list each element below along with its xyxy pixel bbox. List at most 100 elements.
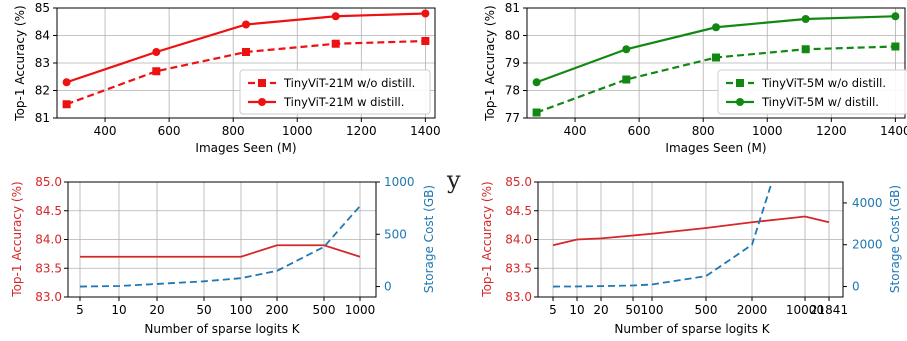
p1-xtick-label: 600 xyxy=(628,124,651,138)
p1-series-0-point xyxy=(712,53,720,62)
p2-ytick-right-label: 1000 xyxy=(384,175,415,189)
p1-series-1-point xyxy=(712,23,720,32)
p2-ytick-right-label: 0 xyxy=(384,280,392,294)
p2-xtick-label: 100 xyxy=(230,303,253,317)
p0-xlabel: Images Seen (M) xyxy=(195,141,296,155)
p1-series-1-point xyxy=(801,15,810,23)
p1-xtick-label: 1400 xyxy=(880,124,907,138)
p1-ytick-label: 80 xyxy=(505,29,520,43)
p3-ytick-left-label: 83.5 xyxy=(505,261,532,275)
p1-legend: TinyViT-5M w/o distill. TinyViT-5M w/ dis… xyxy=(717,69,907,115)
p2-xtick-label: 200 xyxy=(266,303,289,317)
p0-xtick-label: 1000 xyxy=(282,124,313,138)
p1-ylabel: Top-1 Accuracy (%) xyxy=(483,5,497,121)
p2-ytick-left-label: 84.0 xyxy=(35,233,62,247)
p3-series xyxy=(552,182,830,288)
p0-series-0-point xyxy=(152,67,161,76)
p1-xlabel: Images Seen (M) xyxy=(665,141,766,155)
p1-ytick-label: 78 xyxy=(505,84,520,98)
p2-xtick-label: 20 xyxy=(149,303,164,317)
p2-xlabel: Number of sparse logits K xyxy=(144,322,300,336)
p0-legend: TinyViT-21M w/o distill. TinyViT-21M w di… xyxy=(239,69,431,115)
panel-sparse-logits-21k-small: 5 10 20 50 100 200 500 1000 83.0 83.5 84.0 84.5 85.… xyxy=(10,175,436,336)
p1-legend-marker-0 xyxy=(736,79,744,87)
p1-legend-label-0: TinyViT-5M w/o distill. xyxy=(761,76,886,90)
p1-ytick-label: 77 xyxy=(505,111,520,125)
p1-series-0-point xyxy=(891,42,900,51)
p0-ytick-label: 85 xyxy=(35,1,50,15)
p3-xtick-label: 10000 xyxy=(786,303,824,317)
p0-xtick-label: 1200 xyxy=(346,124,377,138)
p0-xtick-label: 600 xyxy=(158,124,181,138)
p3-xtick-label: 50 xyxy=(625,303,640,317)
p0-ytick-label: 81 xyxy=(35,111,50,125)
p0-xtick-label: 1400 xyxy=(410,124,441,138)
p1-series-1-point xyxy=(532,78,541,87)
p1-xtick-label: 1000 xyxy=(752,124,783,138)
p0-legend-marker-1 xyxy=(258,98,266,106)
p2-series-1-line xyxy=(79,205,361,288)
p3-yticks-left: 83.0 83.5 84.0 84.5 85.0 xyxy=(505,175,538,304)
p1-series-0-point xyxy=(532,108,541,117)
p0-ytick-label: 82 xyxy=(35,84,50,98)
p0-series-1-point xyxy=(152,48,161,56)
p3-ytick-right-label: 4000 xyxy=(852,196,883,210)
p3-xtick-label: 5 xyxy=(549,303,557,317)
p2-xtick-label: 1000 xyxy=(345,303,376,317)
p3-ytick-right-label: 2000 xyxy=(852,238,883,252)
p0-series-0-point xyxy=(331,39,340,48)
p3-xtick-label: 100 xyxy=(641,303,664,317)
panel-5m-accuracy: 400 600 800 1000 1200 1400 77 78 79 80 81 Images … xyxy=(483,1,907,155)
p1-series-1-point xyxy=(891,12,900,21)
p0-series-1-point xyxy=(242,20,250,29)
p1-legend-box xyxy=(717,69,907,115)
p3-ytick-right-label: 0 xyxy=(852,280,860,294)
p2-ytick-left-label: 85.0 xyxy=(35,175,62,189)
p0-ytick-label: 84 xyxy=(35,29,50,43)
p3-ytick-left-label: 83.0 xyxy=(505,290,532,304)
p2-xtick-label: 10 xyxy=(111,303,126,317)
p0-legend-label-0: TinyViT-21M w/o distill. xyxy=(283,76,415,90)
p3-ylabel-left: Top-1 Accuracy (%) xyxy=(480,181,494,297)
p0-series-1-point xyxy=(421,9,430,18)
p3-xtick-label: 21841 xyxy=(810,303,848,317)
p3-xlabel: Number of sparse logits K xyxy=(614,322,770,336)
p2-xtick-label: 500 xyxy=(313,303,336,317)
p0-legend-box xyxy=(239,69,431,115)
p1-legend-marker-1 xyxy=(736,98,744,106)
p2-yticks-right: 0 500 1000 xyxy=(376,175,415,294)
p1-xtick-label: 800 xyxy=(692,124,715,138)
p2-xtick-label: 5 xyxy=(76,303,84,317)
p3-series-1-line xyxy=(552,182,773,288)
p2-ylabel-left: Top-1 Accuracy (%) xyxy=(10,181,24,297)
p1-xtick-label: 400 xyxy=(564,124,587,138)
p3-xtick-label: 2000 xyxy=(737,303,768,317)
p0-yticks: 81 82 83 84 85 xyxy=(35,1,57,125)
p3-ylabel-right: Storage Cost (GB) xyxy=(888,185,902,293)
p3-ytick-left-label: 84.0 xyxy=(505,233,532,247)
p1-xtick-label: 1200 xyxy=(816,124,847,138)
p0-series-0-point xyxy=(421,37,430,45)
p0-series-0-point xyxy=(62,100,71,109)
p0-xticks: 400 600 800 1000 1200 1400 xyxy=(94,118,441,138)
p2-ytick-left-label: 83.5 xyxy=(35,261,62,275)
p3-xtick-label: 20 xyxy=(593,303,608,317)
p3-xtick-label: 10 xyxy=(569,303,584,317)
p1-series-1-point xyxy=(622,45,631,54)
p1-ytick-label: 81 xyxy=(505,1,520,15)
p0-xtick-label: 800 xyxy=(222,124,245,138)
p2-series xyxy=(79,205,361,288)
p2-ylabel-right: Storage Cost (GB) xyxy=(422,185,436,293)
p2-yticks-left: 83.0 83.5 84.0 84.5 85.0 xyxy=(35,175,68,304)
p0-ylabel: Top-1 Accuracy (%) xyxy=(13,5,27,121)
stray-glyph: y xyxy=(447,166,461,194)
panel-21m-accuracy: 400 600 800 1000 1200 1400 81 82 83 84 85 Images … xyxy=(13,1,441,155)
p2-grid xyxy=(68,181,376,298)
p0-series xyxy=(62,9,430,109)
p0-series-1-point xyxy=(331,12,340,21)
p3-ytick-left-label: 85.0 xyxy=(505,175,532,189)
p3-yticks-right: 0 2000 4000 xyxy=(843,196,883,294)
p3-series-0-line xyxy=(552,215,830,247)
